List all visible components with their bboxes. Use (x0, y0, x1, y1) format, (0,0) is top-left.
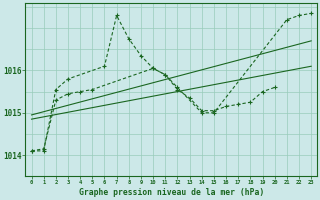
X-axis label: Graphe pression niveau de la mer (hPa): Graphe pression niveau de la mer (hPa) (79, 188, 264, 197)
